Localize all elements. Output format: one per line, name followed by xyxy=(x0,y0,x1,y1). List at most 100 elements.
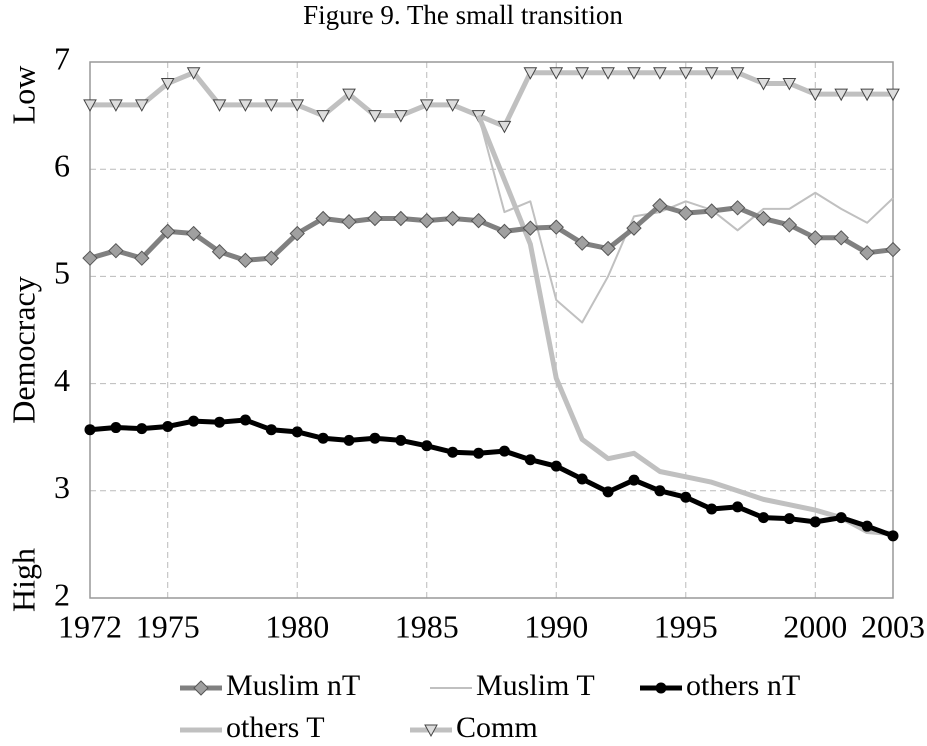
marker xyxy=(290,99,305,112)
marker xyxy=(886,88,900,102)
marker xyxy=(447,446,459,458)
marker xyxy=(807,230,823,246)
marker xyxy=(264,99,279,112)
marker xyxy=(185,225,202,242)
marker xyxy=(263,250,280,266)
legend-label: Muslim nT xyxy=(226,669,360,702)
marker xyxy=(109,99,123,112)
marker xyxy=(859,245,875,261)
plot-frame xyxy=(89,61,894,599)
marker xyxy=(395,434,407,446)
marker xyxy=(496,223,513,240)
marker xyxy=(783,513,795,525)
marker xyxy=(549,67,564,80)
marker xyxy=(654,485,666,497)
marker xyxy=(134,99,149,112)
marker xyxy=(289,225,305,242)
marker xyxy=(211,244,228,260)
marker xyxy=(368,110,382,123)
marker xyxy=(393,210,409,227)
marker xyxy=(315,210,331,227)
marker xyxy=(626,220,642,236)
x-tick-label: 1985 xyxy=(395,608,459,644)
marker xyxy=(835,512,847,524)
legend-label: Muslim T xyxy=(476,669,595,702)
marker xyxy=(367,210,383,227)
marker xyxy=(575,67,590,80)
marker xyxy=(730,67,745,80)
marker xyxy=(729,200,746,216)
marker xyxy=(755,210,772,227)
x-tick-label: 1995 xyxy=(654,608,718,644)
marker xyxy=(342,88,356,102)
marker xyxy=(809,516,821,528)
marker xyxy=(239,414,251,426)
marker xyxy=(524,454,536,466)
marker xyxy=(600,240,616,257)
marker xyxy=(653,67,667,80)
marker xyxy=(885,241,901,258)
marker xyxy=(419,99,434,112)
marker xyxy=(574,235,590,251)
marker xyxy=(550,460,562,472)
marker xyxy=(523,67,538,80)
marker xyxy=(214,416,226,428)
x-tick-label: 1972 xyxy=(58,608,122,644)
marker xyxy=(445,99,460,112)
marker xyxy=(498,445,510,457)
marker xyxy=(678,67,693,80)
marker xyxy=(393,110,408,123)
marker xyxy=(343,434,355,446)
marker xyxy=(602,486,614,498)
marker xyxy=(781,217,798,233)
marker xyxy=(291,426,303,438)
marker xyxy=(834,88,849,102)
series-line xyxy=(476,114,894,537)
marker xyxy=(160,223,176,240)
x-tick-label: 2000 xyxy=(783,608,847,644)
marker xyxy=(108,242,124,259)
legend-label: others nT xyxy=(686,669,800,702)
marker xyxy=(84,424,96,436)
marker xyxy=(424,724,438,738)
marker xyxy=(265,424,277,436)
marker xyxy=(470,212,487,229)
marker xyxy=(110,422,122,434)
marker xyxy=(601,67,615,80)
legend-label: others T xyxy=(226,711,325,744)
marker xyxy=(160,77,175,91)
marker xyxy=(628,474,640,486)
marker xyxy=(193,680,209,696)
marker xyxy=(522,220,539,236)
marker xyxy=(317,432,329,444)
marker xyxy=(136,423,148,435)
marker xyxy=(134,250,150,266)
marker xyxy=(860,88,874,102)
marker xyxy=(732,501,744,513)
marker xyxy=(703,203,720,219)
marker xyxy=(162,420,174,432)
x-tick-label: 2003 xyxy=(861,608,925,644)
x-tick-label: 1990 xyxy=(524,608,588,644)
y-axis-label: High xyxy=(5,548,41,612)
marker xyxy=(238,99,253,112)
marker xyxy=(706,503,718,515)
marker xyxy=(782,77,797,91)
marker xyxy=(421,440,433,452)
marker xyxy=(419,212,435,229)
marker xyxy=(704,67,719,80)
y-tick-label: 5 xyxy=(54,255,70,291)
marker xyxy=(83,99,97,112)
series-line xyxy=(477,115,894,324)
marker xyxy=(808,88,823,102)
y-tick-label: 7 xyxy=(54,40,70,76)
y-axis-label: Low xyxy=(5,66,41,125)
marker xyxy=(655,682,667,694)
y-tick-label: 6 xyxy=(54,148,70,184)
marker xyxy=(212,99,227,112)
marker xyxy=(627,67,641,80)
marker xyxy=(861,520,873,532)
marker xyxy=(473,447,485,459)
